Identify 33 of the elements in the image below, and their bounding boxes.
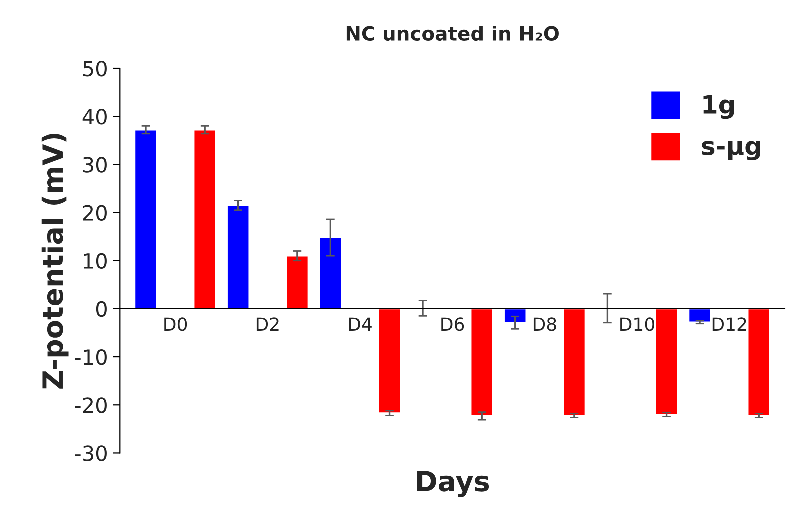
bar: [318, 237, 342, 310]
bar: [747, 308, 771, 416]
bar: [134, 129, 158, 310]
y-tick-label: 50: [83, 60, 107, 77]
x-axis-title: Days: [417, 471, 490, 498]
y-tick-label: 0: [96, 301, 107, 318]
x-tick-label: D10: [620, 318, 654, 332]
bar: [562, 308, 586, 416]
chart-title: NC uncoated in H₂O: [346, 26, 559, 42]
x-tick-label: D6: [442, 318, 464, 332]
x-tick-label: D4: [349, 318, 372, 332]
bar: [655, 308, 679, 416]
y-tick-label: 30: [83, 157, 107, 173]
y-tick-label: 20: [83, 205, 107, 221]
bar: [286, 255, 310, 310]
y-tick-label: 40: [82, 109, 107, 125]
x-tick-label: D8: [534, 318, 556, 332]
bar: [193, 129, 217, 310]
x-tick-label: D12: [712, 318, 746, 332]
legend-label: s-μg: [702, 141, 760, 161]
x-tick-label: D0: [164, 318, 188, 332]
bar: [226, 204, 250, 310]
y-tick-label: -20: [75, 398, 107, 414]
y-tick-label: -10: [75, 349, 107, 366]
bar: [470, 308, 494, 417]
legend-label: 1g: [704, 96, 734, 120]
bar: [688, 308, 712, 324]
y-axis-title: Z-potential (mV): [42, 134, 69, 389]
bar: [378, 308, 402, 414]
y-tick-label: -30: [75, 446, 107, 462]
y-tick-label: 10: [84, 253, 107, 270]
bar: [504, 308, 528, 324]
x-tick-label: D2: [256, 318, 279, 332]
